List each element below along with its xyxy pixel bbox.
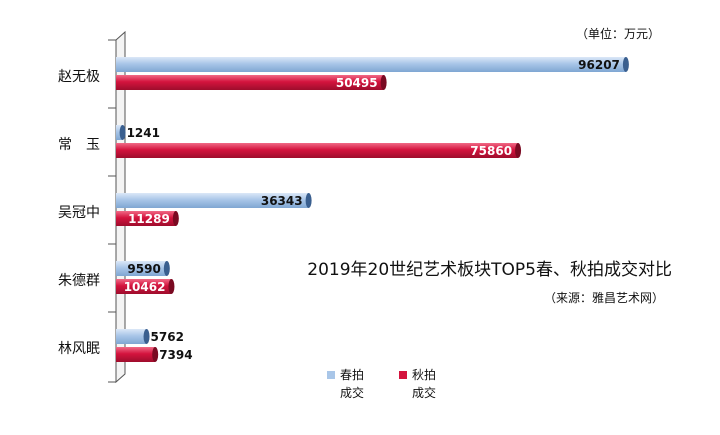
bar-label-spring: 36343 xyxy=(261,194,303,208)
bar-label-spring: 9590 xyxy=(127,262,160,276)
category-label: 赵无极 xyxy=(58,69,100,85)
bar-label-spring: 5762 xyxy=(151,330,184,344)
bar-label-autumn: 7394 xyxy=(159,348,192,362)
bar-spring xyxy=(116,125,126,140)
unit-note: （单位：万元） xyxy=(576,26,660,41)
bar-spring xyxy=(116,57,629,72)
bar-label-autumn: 11289 xyxy=(128,212,170,226)
category-label: 吴冠中 xyxy=(58,205,100,221)
bar-autumn xyxy=(116,211,179,226)
legend-spring-line2: 成交 xyxy=(340,385,364,400)
legend-spring-line1: 春拍 xyxy=(340,367,364,382)
axis-ticks xyxy=(108,39,116,383)
bar-label-spring: 96207 xyxy=(578,58,620,72)
category-label: 朱德群 xyxy=(58,273,100,289)
bar-autumn xyxy=(116,279,175,294)
source-note: （来源：雅昌艺术网） xyxy=(544,290,664,305)
bar-autumn xyxy=(116,347,159,362)
category-label: 常 玉 xyxy=(58,137,100,153)
bar-label-autumn: 10462 xyxy=(124,280,166,294)
bar-autumn xyxy=(116,75,387,90)
legend-autumn-line2: 成交 xyxy=(412,385,436,400)
bar-label-spring: 1241 xyxy=(127,126,160,140)
legend-swatch-autumn xyxy=(399,371,407,379)
bar-autumn xyxy=(116,143,522,158)
bar-label-autumn: 75860 xyxy=(470,144,512,158)
bar-spring xyxy=(116,261,170,276)
bar-label-autumn: 50495 xyxy=(336,76,378,90)
bar-spring xyxy=(116,193,312,208)
chart-title: 2019年20世纪艺术板块TOP5春、秋拍成交对比 xyxy=(307,260,672,280)
legend: 春拍 成交 秋拍 成交 xyxy=(327,367,436,400)
legend-autumn-line1: 秋拍 xyxy=(412,367,436,382)
bar-spring xyxy=(116,329,150,344)
legend-swatch-spring xyxy=(327,371,335,379)
bars xyxy=(116,57,629,362)
category-label: 林风眠 xyxy=(58,341,100,357)
bar-value-labels: 96207 1241 36343 9590 5762 50495 75860 11289 104… xyxy=(124,58,620,362)
